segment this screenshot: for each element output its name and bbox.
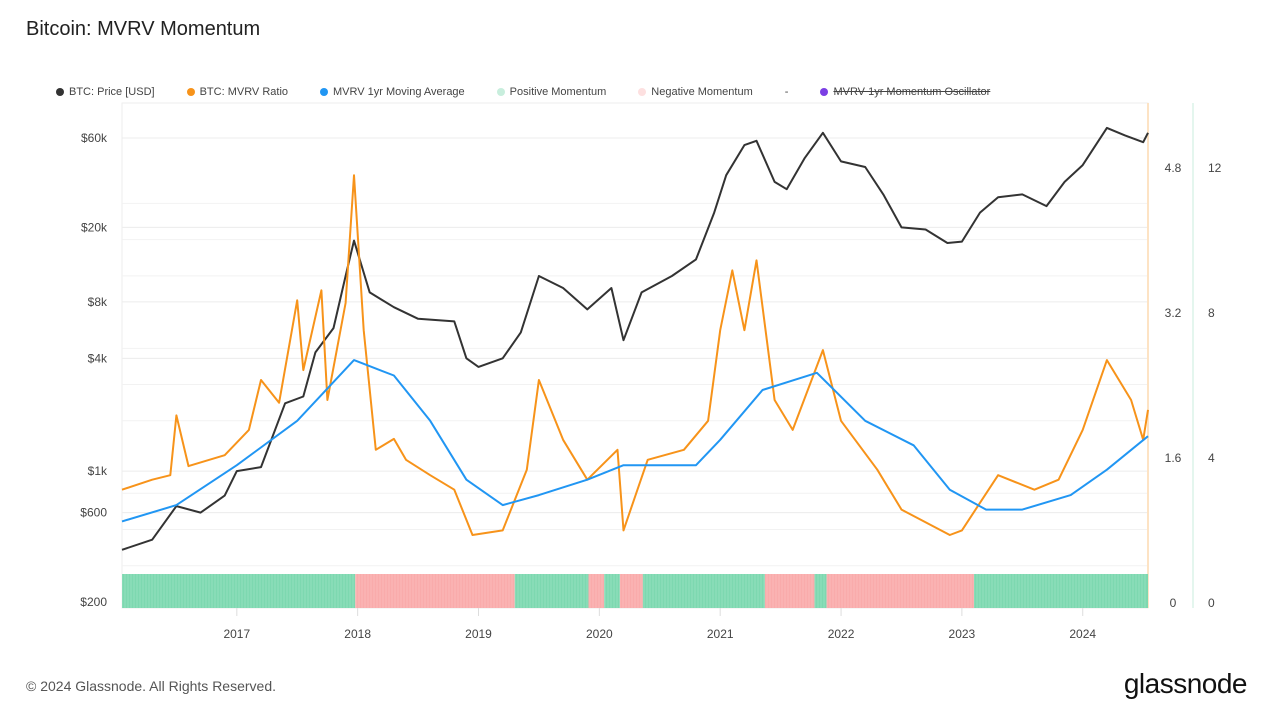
x-tick-label: 2018 xyxy=(344,627,371,641)
momentum-bar-positive xyxy=(514,574,589,608)
x-tick-label: 2022 xyxy=(828,627,855,641)
plot-area xyxy=(121,102,1149,609)
x-tick-label: 2021 xyxy=(707,627,734,641)
legend-marker xyxy=(820,88,829,96)
mvrv-tick-label: 1.6 xyxy=(1165,451,1182,465)
legend-label: - xyxy=(784,86,789,98)
price-tick-label: $600 xyxy=(80,506,107,520)
price-tick-label: $200 xyxy=(80,595,107,609)
legend-item[interactable]: Positive Momentum xyxy=(496,86,607,98)
oscillator-tick-label: 12 xyxy=(1208,161,1222,175)
legend-label: MVRV 1yr Momentum Oscillator xyxy=(833,86,991,98)
legend-item[interactable]: MVRV 1yr Moving Average xyxy=(320,86,465,98)
series-line-2 xyxy=(121,359,1149,523)
x-tick-label: 2019 xyxy=(465,627,492,641)
legend-label: MVRV 1yr Moving Average xyxy=(333,86,465,98)
x-tick-label: 2024 xyxy=(1069,627,1096,641)
legend-marker xyxy=(496,88,505,96)
momentum-bar-negative xyxy=(764,574,815,608)
momentum-bar-positive xyxy=(814,574,827,608)
copyright: © 2024 Glassnode. All Rights Reserved. xyxy=(26,678,277,694)
momentum-bar-positive xyxy=(642,574,765,608)
glassnode-logo: glassnode xyxy=(1123,668,1248,699)
legend-marker xyxy=(56,88,64,96)
momentum-bar-negative xyxy=(619,574,643,608)
momentum-bar-negative xyxy=(588,574,605,608)
price-tick-label: $8k xyxy=(88,295,108,309)
x-tick-label: 2023 xyxy=(949,627,976,641)
chart-title: Bitcoin: MVRV Momentum xyxy=(26,18,261,40)
momentum-bar-positive xyxy=(973,574,1148,608)
legend-item[interactable]: BTC: MVRV Ratio xyxy=(186,86,289,98)
momentum-bar-positive xyxy=(122,574,356,608)
oscillator-tick-label: 8 xyxy=(1208,306,1215,320)
price-tick-label: $4k xyxy=(88,351,108,365)
price-tick-label: $1k xyxy=(88,464,108,478)
mvrv-tick-label: 4.8 xyxy=(1165,161,1182,175)
momentum-bar-positive xyxy=(604,574,620,608)
legend-label: BTC: Price [USD] xyxy=(69,86,155,98)
series-line-0 xyxy=(121,126,1149,551)
legend-label: Positive Momentum xyxy=(509,86,607,98)
legend-marker xyxy=(638,88,647,96)
x-tick-label: 2020 xyxy=(586,627,613,641)
price-tick-label: $60k xyxy=(81,131,108,145)
mvrv-tick-label: 3.2 xyxy=(1165,306,1182,320)
price-tick-label: $20k xyxy=(81,220,108,234)
legend-marker xyxy=(320,88,329,96)
legend-label: Negative Momentum xyxy=(651,86,753,98)
legend-item[interactable]: - xyxy=(785,86,789,98)
oscillator-tick-label: 4 xyxy=(1208,451,1215,465)
legend-item[interactable]: MVRV 1yr Momentum Oscillator xyxy=(820,86,990,98)
legend: BTC: Price [USD] BTC: MVRV Ratio MVRV 1yr … xyxy=(56,86,1022,98)
mvrv-tick-label: 0 xyxy=(1170,596,1177,610)
x-tick-label: 2017 xyxy=(223,627,250,641)
legend-label: BTC: MVRV Ratio xyxy=(199,86,289,98)
legend-item[interactable]: BTC: Price [USD] xyxy=(56,86,155,98)
momentum-bar-negative xyxy=(826,574,974,608)
legend-marker xyxy=(186,88,195,96)
series-line-1 xyxy=(121,174,1149,536)
momentum-bar-negative xyxy=(355,574,515,608)
oscillator-tick-label: 0 xyxy=(1208,596,1215,610)
legend-item[interactable]: Negative Momentum xyxy=(638,86,753,98)
